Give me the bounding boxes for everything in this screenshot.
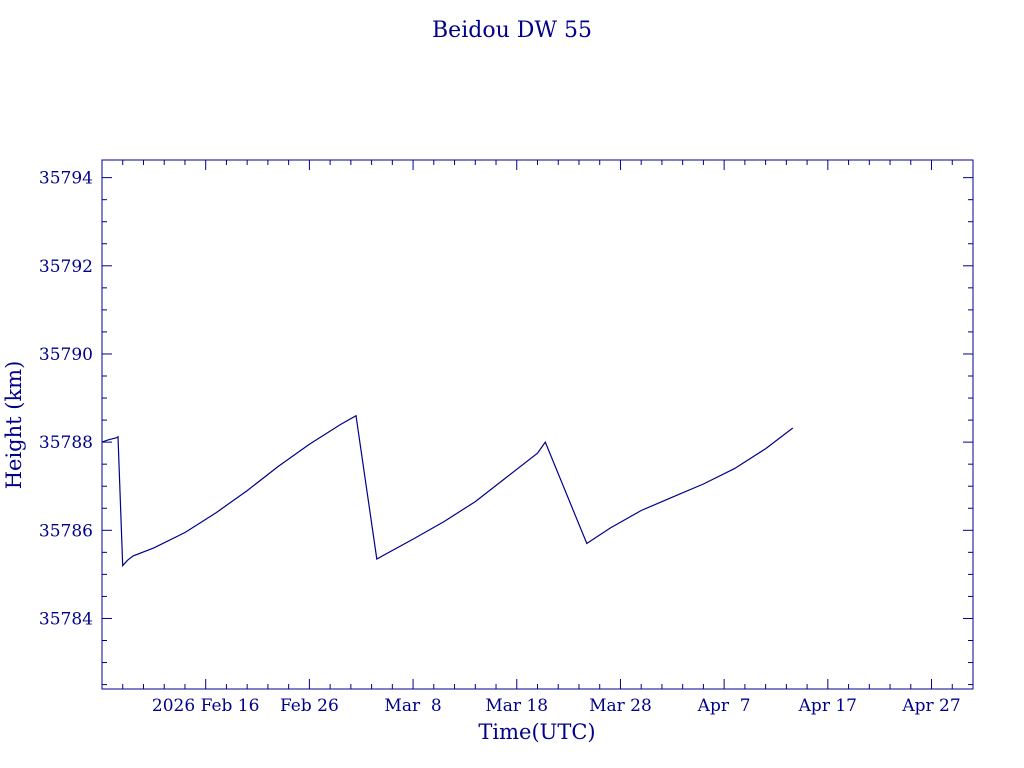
axis-ticks xyxy=(101,160,974,689)
x-tick-label: Mar 8 xyxy=(384,696,441,716)
x-axis-label: Time(UTC) xyxy=(478,720,595,744)
x-tick-label: 2026 Feb 16 xyxy=(152,696,260,716)
y-tick-label: 35790 xyxy=(39,345,93,365)
x-tick-label: Feb 26 xyxy=(280,696,339,716)
height-series-line xyxy=(101,414,794,568)
x-tick-label: Apr 7 xyxy=(697,696,751,716)
y-tick-label: 35794 xyxy=(39,169,93,189)
x-tick-labels: 2026 Feb 16 Feb 26 Mar 8 Mar 18 Mar 28 Apr 7 A… xyxy=(152,696,961,716)
x-tick-label: Mar 18 xyxy=(485,696,548,716)
x-tick-label: Mar 28 xyxy=(589,696,652,716)
y-tick-label: 35788 xyxy=(39,433,93,453)
plot-frame xyxy=(101,159,974,690)
y-tick-label: 35786 xyxy=(39,521,93,541)
y-tick-label: 35784 xyxy=(39,609,93,629)
x-tick-label: Apr 27 xyxy=(901,696,960,716)
x-tick-label: Apr 17 xyxy=(798,696,857,716)
y-tick-label: 35792 xyxy=(39,257,93,277)
chart-title: Beidou DW 55 xyxy=(432,18,592,43)
y-axis-label: Height (km) xyxy=(2,361,26,490)
y-tick-labels: 35784 35786 35788 35790 35792 35794 xyxy=(39,169,93,630)
